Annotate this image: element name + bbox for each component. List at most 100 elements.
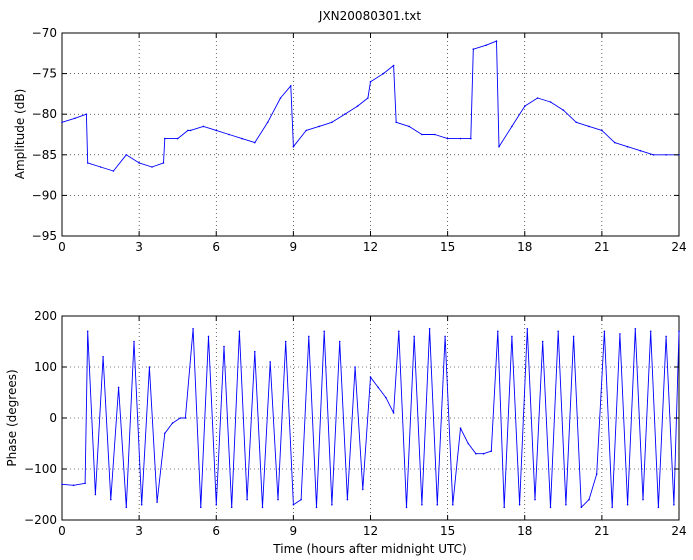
x-tick-label: 21 [594,240,609,254]
data-point [385,396,387,399]
data-point [315,506,318,509]
data-point [61,483,63,486]
x-tick-label: 12 [363,240,378,254]
x-tick-label: 21 [594,524,609,538]
x-tick-label: 18 [517,240,532,254]
data-point [557,330,559,333]
y-axis-label: Amplitude (dB) [13,89,27,180]
data-point [331,503,333,506]
data-point [575,121,577,124]
y-tick-label: −75 [32,67,57,81]
y-tick-label: −85 [32,148,57,162]
data-point [626,145,629,148]
data-point [140,503,143,506]
data-point [524,105,526,107]
data-point [652,154,655,156]
x-tick-label: 15 [440,524,455,538]
data-point [300,498,302,501]
data-point [639,149,642,152]
phase-plot: 0 3 6 9 12 15 18 21 24 −200 −100 0 100 200 Phase (deg… [5,309,687,556]
data-point [200,506,202,509]
x-tick-label: 6 [212,240,220,254]
data-point [162,162,165,164]
data-point [549,101,552,103]
data-point [362,488,364,491]
axis-ticks: 0 3 6 9 12 15 18 21 24 −95 −90 −85 −80 −75 −70 [32,26,687,254]
data-point [485,44,488,46]
data-point [490,450,493,452]
data-point [241,137,243,140]
data-point [125,154,128,156]
data-point [269,361,272,363]
data-point [665,335,667,338]
data-point [541,340,544,343]
data-point [392,64,395,67]
data-point [534,498,536,501]
data-point [367,97,369,99]
data-point [634,328,637,330]
data-point [179,417,182,419]
data-point [673,503,675,506]
data-point [503,506,506,509]
gridlines [62,316,679,520]
data-point [369,376,372,379]
y-tick-label: 200 [34,309,57,323]
data-point [331,121,333,124]
data-point [323,330,326,333]
data-point [495,40,498,42]
data-point [133,340,135,343]
data-point [657,506,660,509]
data-point [665,154,667,156]
x-tick-label: 12 [363,524,378,538]
data-point [467,442,470,445]
data-point [446,137,449,140]
data-point [562,109,565,111]
data-point [421,503,423,506]
data-point [279,97,282,99]
data-point [171,422,174,424]
data-point [395,121,398,124]
data-point [94,493,97,496]
series-line [61,328,680,508]
data-point [86,330,89,333]
data-point [61,121,63,124]
data-point [382,72,385,75]
data-point [86,162,89,164]
x-tick-label: 15 [440,240,455,254]
data-point [511,335,513,338]
data-point [189,129,192,132]
y-tick-label: 100 [34,360,57,374]
data-point [580,506,583,509]
data-point [678,330,680,333]
data-point [338,340,341,343]
data-point [266,121,269,124]
data-point [74,117,76,120]
data-point [318,125,320,128]
data-point [356,105,359,107]
data-point [408,125,410,128]
x-tick-label: 9 [290,240,298,254]
y-tick-label: −200 [24,513,57,527]
y-tick-label: −80 [32,107,57,121]
data-point [344,113,346,115]
data-point [156,501,158,503]
x-axis-label: Time (hours after midnight UTC) [272,542,466,556]
data-point [526,328,529,330]
x-tick-label: 3 [135,240,143,254]
data-point [215,503,218,506]
amplitude-series [61,40,680,172]
x-tick-label: 18 [517,524,532,538]
data-point [102,356,104,358]
y-tick-label: −70 [32,26,57,40]
data-point [254,350,256,353]
data-point [184,417,187,419]
data-point [117,386,120,389]
plot-area [61,32,680,237]
data-point [434,133,436,136]
data-point [176,137,179,140]
x-tick-label: 9 [290,524,298,538]
data-point [292,145,295,148]
data-point [613,141,616,144]
data-point [649,330,652,333]
